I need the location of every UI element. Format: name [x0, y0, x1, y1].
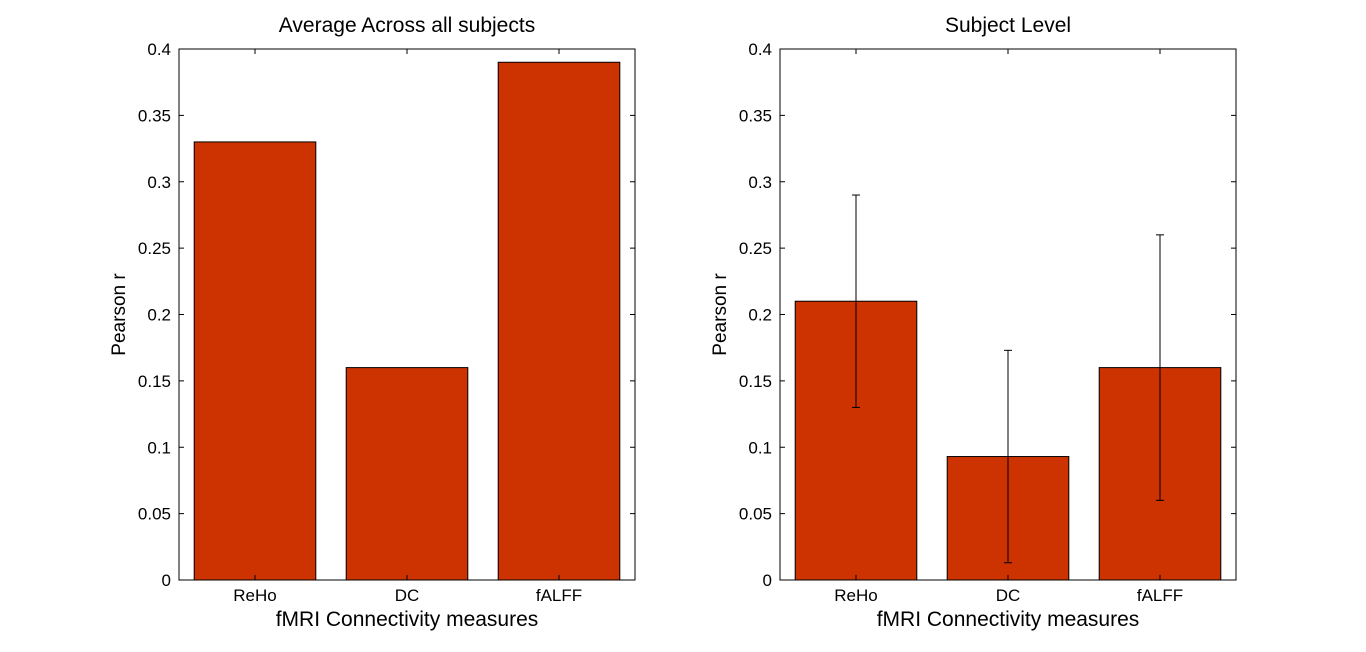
bar-reho: [193, 141, 317, 581]
x-axis-label: fMRI Connectivity measures: [276, 608, 539, 631]
y-tick-label: 0: [763, 571, 772, 590]
chart-2: 0 0.05 0.1 0.15 0.2 0.25 0.3 0.35 0.4 ReHo DC fALFF…: [710, 14, 1237, 631]
y-tick-label: 0.4: [748, 40, 772, 59]
error-bar-falff: [1156, 234, 1164, 501]
y-tick-label: 0.3: [147, 173, 171, 192]
x-tick-label-reho: ReHo: [233, 586, 276, 605]
chart-title: Subject Level: [945, 14, 1071, 37]
bar-dc: [345, 367, 469, 581]
y-tick-label: 0.1: [748, 438, 772, 457]
y-tick-label: 0.15: [739, 372, 772, 391]
y-tick-label: 0.2: [147, 306, 171, 325]
x-tick-label-dc: DC: [996, 586, 1021, 605]
x-tick-label-falff: fALFF: [1137, 586, 1183, 605]
y-tick-label: 0.25: [739, 239, 772, 258]
error-bar-reho: [852, 194, 860, 408]
chart-1: 0 0.05 0.1 0.15 0.2 0.25 0.3 0.35 0.4 ReHo DC fALFF…: [109, 14, 636, 631]
y-tick-label: 0.05: [138, 505, 171, 524]
y-tick-label: 0.35: [138, 106, 171, 125]
bar-falff: [497, 61, 621, 581]
y-axis-label: Pearson r: [109, 273, 130, 356]
y-tick-label: 0.2: [748, 306, 772, 325]
y-axis-label: Pearson r: [710, 273, 731, 356]
y-tick-label: 0: [162, 571, 171, 590]
x-tick-label-dc: DC: [395, 586, 420, 605]
y-tick-label: 0.35: [739, 106, 772, 125]
y-tick-label: 0.3: [748, 173, 772, 192]
x-axis-label: fMRI Connectivity measures: [877, 608, 1140, 631]
y-tick-label: 0.1: [147, 438, 171, 457]
chart-title: Average Across all subjects: [279, 14, 535, 37]
x-tick-label-reho: ReHo: [834, 586, 877, 605]
y-tick-label: 0.4: [147, 40, 171, 59]
x-tick-label-falff: fALFF: [536, 586, 582, 605]
y-tick-label: 0.05: [739, 505, 772, 524]
y-tick-label: 0.25: [138, 239, 171, 258]
error-bar-dc: [1004, 349, 1012, 564]
y-tick-label: 0.15: [138, 372, 171, 391]
